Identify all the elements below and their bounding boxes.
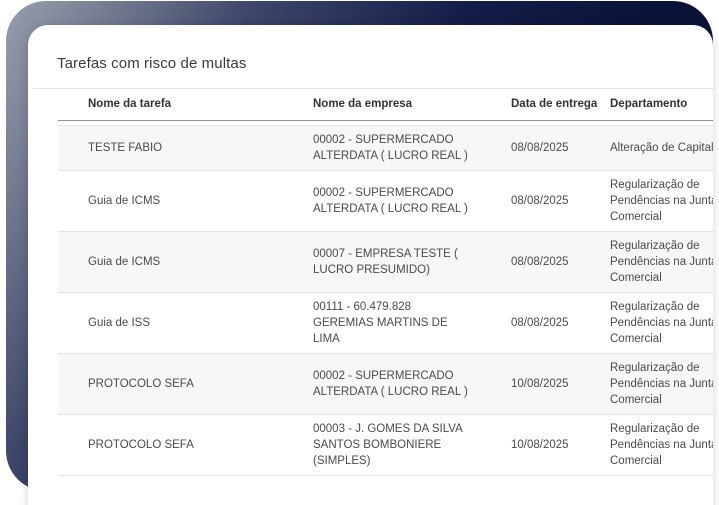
table-row[interactable]: Guia de ICMS 00007 - EMPRESA TESTE ( LUC… <box>58 232 713 293</box>
header-gap <box>58 121 713 125</box>
panel-header: Tarefas com risco de multas <box>28 25 713 88</box>
title-divider <box>33 88 713 89</box>
column-header-company: Nome da empresa <box>283 89 481 121</box>
table-header: Nome da tarefa Nome da empresa Data de e… <box>58 89 713 121</box>
cell-due-date: 08/08/2025 <box>481 293 580 354</box>
cell-company-name: 00003 - J. GOMES DA SILVA SANTOS BOMBONI… <box>283 415 481 476</box>
cell-department: Regularização de Pendências na Junta Com… <box>580 293 713 354</box>
cell-task-name: TESTE FABIO <box>58 125 283 171</box>
cell-task-name: Guia de ICMS <box>58 232 283 293</box>
table-row[interactable]: Guia de ICMS 00002 - SUPERMERCADO ALTERD… <box>58 171 713 232</box>
cell-company-name: 00002 - SUPERMERCADO ALTERDATA ( LUCRO R… <box>283 171 481 232</box>
panel-title: Tarefas com risco de multas <box>57 55 247 72</box>
cell-department: Alteração de Capital Social <box>580 125 713 171</box>
cell-department: Regularização de Pendências na Junta Com… <box>580 354 713 415</box>
cell-company-name: 00002 - SUPERMERCADO ALTERDATA ( LUCRO R… <box>283 125 481 171</box>
tasks-table: Nome da tarefa Nome da empresa Data de e… <box>58 89 713 476</box>
table-row[interactable]: Guia de ISS 00111 - 60.479.828 GEREMIAS … <box>58 293 713 354</box>
cell-due-date: 08/08/2025 <box>481 232 580 293</box>
table-row[interactable]: PROTOCOLO SEFA 00003 - J. GOMES DA SILVA… <box>58 415 713 476</box>
cell-company-name: 00007 - EMPRESA TESTE ( LUCRO PRESUMIDO) <box>283 232 481 293</box>
column-header-due-date: Data de entrega <box>481 89 597 121</box>
cell-task-name: PROTOCOLO SEFA <box>58 415 283 476</box>
table-row[interactable]: TESTE FABIO 00002 - SUPERMERCADO ALTERDA… <box>58 125 713 171</box>
header-row: Nome da tarefa Nome da empresa Data de e… <box>58 89 713 121</box>
cell-task-name: PROTOCOLO SEFA <box>58 354 283 415</box>
cell-company-name: 00002 - SUPERMERCADO ALTERDATA ( LUCRO R… <box>283 354 481 415</box>
column-header-department: Departamento <box>580 89 713 121</box>
cell-department: Regularização de Pendências na Junta Com… <box>580 171 713 232</box>
cell-company-name: 00111 - 60.479.828 GEREMIAS MARTINS DE L… <box>283 293 481 354</box>
tasks-table-container: Nome da tarefa Nome da empresa Data de e… <box>58 89 713 476</box>
cell-due-date: 08/08/2025 <box>481 171 580 232</box>
cell-task-name: Guia de ISS <box>58 293 283 354</box>
cell-due-date: 10/08/2025 <box>481 354 580 415</box>
cell-task-name: Guia de ICMS <box>58 171 283 232</box>
cell-department: Regularização de Pendências na Junta Com… <box>580 415 713 476</box>
tasks-panel: Tarefas com risco de multas Nome da tare… <box>28 25 713 505</box>
column-header-task: Nome da tarefa <box>58 89 283 121</box>
cell-due-date: 08/08/2025 <box>481 125 580 171</box>
table-row[interactable]: PROTOCOLO SEFA 00002 - SUPERMERCADO ALTE… <box>58 354 713 415</box>
cell-due-date: 10/08/2025 <box>481 415 580 476</box>
cell-department: Regularização de Pendências na Junta Com… <box>580 232 713 293</box>
